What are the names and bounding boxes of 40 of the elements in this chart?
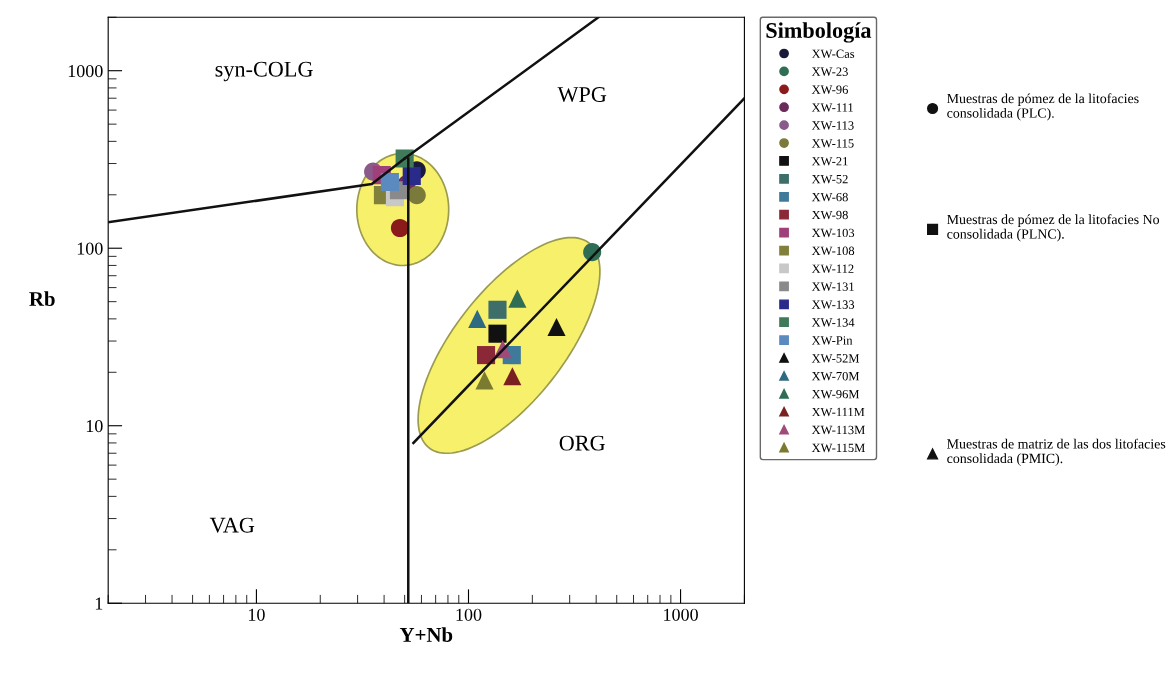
x-tick-label: 10 <box>248 608 265 621</box>
y-tick-label: 1 <box>95 597 103 610</box>
annotation: WPG <box>557 87 607 103</box>
text: Muestras de pómez de la litofacies consolidada (PLC). <box>947 93 1139 121</box>
y-tick-label: 10 <box>86 419 103 433</box>
annotation: VAG <box>209 517 255 533</box>
y-tick-label: 100 <box>77 242 103 255</box>
legend-label: XW-111M <box>811 407 865 417</box>
legend-label: XW-98 <box>811 210 848 220</box>
x-tick-label: 1000 <box>664 608 698 621</box>
legend-label: XW-131 <box>811 282 854 291</box>
legend-label: XW-108 <box>811 246 855 256</box>
legend-label: XW-52 <box>811 174 848 184</box>
legend-label: XW-96 <box>811 85 848 94</box>
legend-label: XW-133 <box>811 300 855 309</box>
legend-label: XW-68 <box>811 192 848 202</box>
legend-label: XW-23 <box>811 67 848 76</box>
legend-label: XW-112 <box>811 264 854 274</box>
x-tick-label: 100 <box>456 608 482 621</box>
legend-label: XW-96M <box>811 389 860 399</box>
legend-label: XW-21 <box>811 157 848 166</box>
legend-label: XW-115M <box>811 443 865 453</box>
legend-label: XW-Pin <box>811 336 853 345</box>
legend-label: XW-115 <box>811 139 854 148</box>
y-axis-title: Rb <box>29 291 55 307</box>
legend-label: XW-113 <box>811 121 854 130</box>
annotation: ORG <box>559 435 605 451</box>
legend-title: Simbología <box>766 22 872 43</box>
text: Muestras de matriz de las dos litofacies consolidada (PMIC). <box>947 438 1166 466</box>
annotation: syn-COLG <box>215 61 313 82</box>
legend-label: XW-Cas <box>811 49 855 59</box>
legend-label: XW-111 <box>811 103 853 112</box>
legend-label: XW-113M <box>811 425 865 435</box>
legend-label: XW-134 <box>811 318 855 327</box>
legend-label: XW-70M <box>811 371 860 381</box>
x-axis-title: Y+Nb <box>399 627 453 642</box>
legend-label: XW-103 <box>811 228 855 238</box>
text: Muestras de pómez de la litofacies No consolidada (PLNC). <box>947 214 1160 242</box>
legend-label: XW-52M <box>811 354 860 363</box>
y-tick-label: 1000 <box>68 64 103 78</box>
